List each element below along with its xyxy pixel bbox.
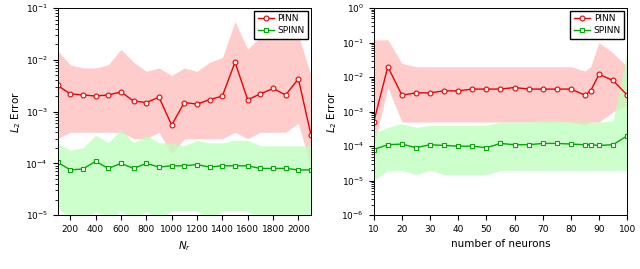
SPINN [553, 142, 561, 145]
Line: PINN: PINN [55, 60, 314, 138]
X-axis label: number of neurons: number of neurons [451, 239, 550, 249]
SPINN [244, 164, 252, 167]
SPINN [497, 142, 504, 145]
SPINN [525, 143, 532, 146]
SPINN [67, 168, 74, 172]
PINN [269, 87, 277, 90]
Legend: PINN, SPINN: PINN, SPINN [254, 11, 308, 39]
PINN [180, 101, 188, 104]
PINN [497, 87, 504, 91]
SPINN [206, 165, 214, 169]
SPINN [370, 148, 378, 151]
Legend: PINN, SPINN: PINN, SPINN [570, 11, 625, 39]
PINN [525, 87, 532, 91]
PINN [294, 77, 302, 80]
SPINN [623, 134, 631, 137]
Line: PINN: PINN [371, 64, 630, 125]
PINN [117, 90, 125, 94]
PINN [623, 94, 631, 97]
PINN [539, 87, 547, 91]
SPINN [539, 142, 547, 145]
SPINN [117, 162, 125, 165]
SPINN [143, 162, 150, 165]
PINN [307, 134, 315, 137]
PINN [218, 94, 226, 98]
SPINN [269, 167, 277, 170]
PINN [587, 89, 595, 93]
SPINN [257, 167, 264, 170]
SPINN [440, 144, 448, 147]
SPINN [595, 144, 603, 147]
PINN [143, 101, 150, 104]
PINN [168, 123, 175, 127]
PINN [244, 98, 252, 101]
SPINN [483, 146, 490, 149]
PINN [398, 94, 406, 97]
PINN [412, 91, 420, 94]
SPINN [168, 164, 175, 167]
SPINN [468, 144, 476, 148]
SPINN [231, 164, 239, 167]
PINN [67, 92, 74, 95]
PINN [104, 93, 112, 97]
PINN [92, 94, 99, 98]
SPINN [130, 167, 138, 170]
SPINN [155, 165, 163, 169]
PINN [440, 89, 448, 93]
PINN [257, 92, 264, 95]
PINN [384, 65, 392, 68]
SPINN [567, 143, 575, 146]
Y-axis label: $L_2$ Error: $L_2$ Error [9, 91, 22, 133]
PINN [454, 89, 462, 93]
Line: SPINN: SPINN [371, 133, 630, 152]
SPINN [384, 143, 392, 146]
PINN [130, 100, 138, 103]
Y-axis label: $L_2$ Error: $L_2$ Error [325, 91, 339, 133]
SPINN [54, 161, 61, 164]
PINN [426, 91, 434, 94]
SPINN [193, 163, 201, 166]
SPINN [587, 143, 595, 146]
PINN [609, 79, 617, 82]
PINN [155, 95, 163, 99]
SPINN [294, 168, 302, 172]
PINN [370, 121, 378, 124]
PINN [511, 86, 518, 89]
PINN [581, 94, 589, 97]
X-axis label: $N_r$: $N_r$ [178, 239, 191, 253]
PINN [483, 87, 490, 91]
SPINN [398, 143, 406, 146]
SPINN [104, 167, 112, 170]
Line: SPINN: SPINN [55, 159, 314, 172]
PINN [567, 87, 575, 91]
SPINN [426, 143, 434, 146]
SPINN [581, 143, 589, 146]
SPINN [282, 167, 289, 170]
SPINN [180, 164, 188, 167]
SPINN [92, 160, 99, 163]
PINN [282, 93, 289, 97]
PINN [231, 61, 239, 64]
SPINN [79, 167, 87, 171]
SPINN [454, 144, 462, 148]
PINN [54, 84, 61, 87]
SPINN [412, 146, 420, 149]
SPINN [307, 168, 315, 172]
PINN [193, 102, 201, 106]
PINN [468, 87, 476, 91]
PINN [595, 73, 603, 76]
PINN [206, 98, 214, 101]
SPINN [218, 164, 226, 167]
SPINN [609, 143, 617, 146]
PINN [553, 87, 561, 91]
PINN [79, 93, 87, 97]
SPINN [511, 143, 518, 146]
